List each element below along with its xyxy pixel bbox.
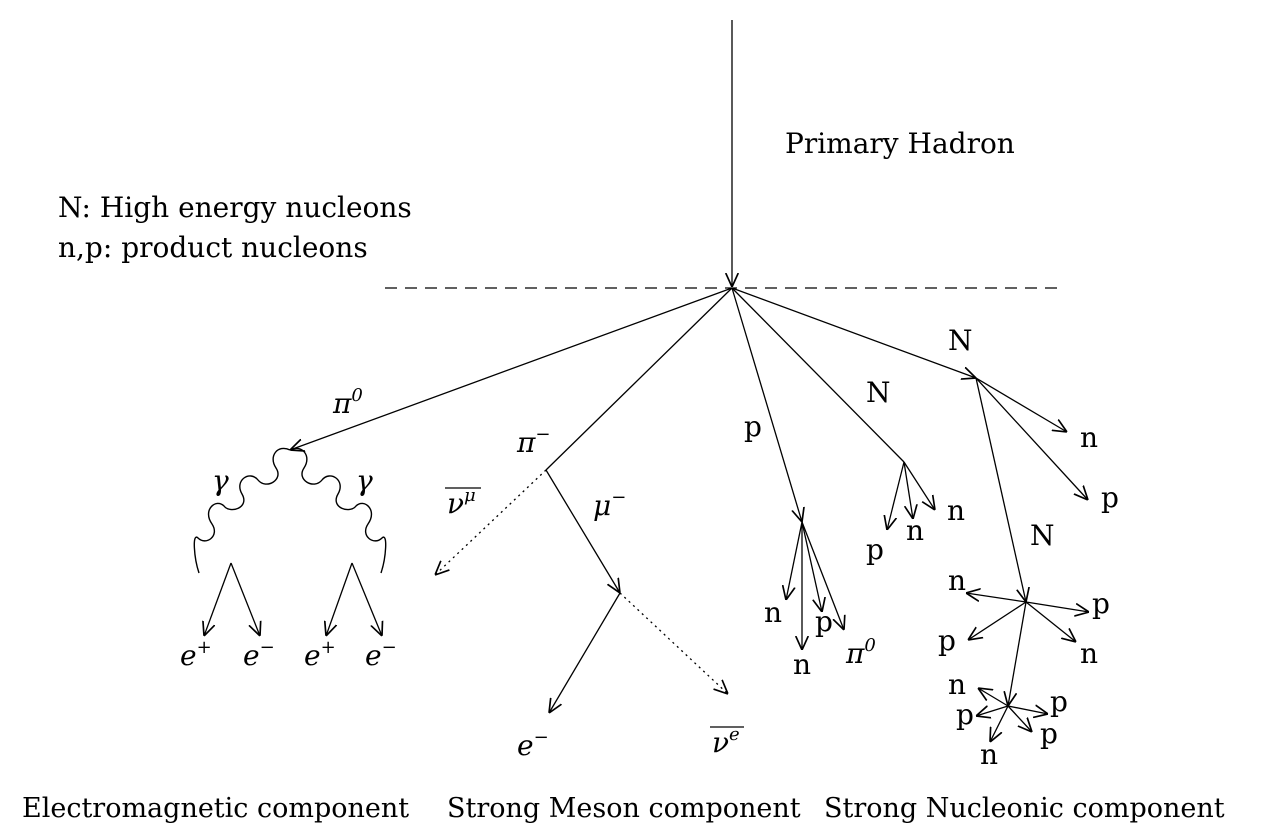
- n-label-p-interaction: n: [764, 596, 782, 629]
- positron-label-1: e+: [180, 637, 212, 672]
- n-label-cascade-3b: n: [980, 738, 998, 771]
- meson-electron-label: e−: [517, 727, 549, 762]
- positron-label-2: e+: [304, 637, 336, 672]
- caption-strong-meson: Strong Meson component: [447, 793, 801, 824]
- electron-label-2: e−: [365, 637, 397, 672]
- mu-minus-label: μ−: [593, 487, 626, 522]
- pi0-label-p-interaction: π0: [845, 635, 876, 670]
- nucleon-interaction-1: [887, 461, 935, 530]
- p-label-cascade-3a: p: [956, 698, 974, 731]
- p-label-cascade-top: p: [1101, 481, 1119, 514]
- meson-decay-tracks: [435, 469, 728, 713]
- n-label-n1-a: n: [906, 514, 924, 547]
- p-label-cascade-2a: p: [1092, 587, 1110, 620]
- p-label-cascade-2b: p: [938, 624, 956, 657]
- caption-electromagnetic: Electromagnetic component: [22, 793, 409, 824]
- proton-interaction-products: [786, 521, 844, 650]
- N-label-middle: N: [866, 376, 891, 409]
- gamma-label-left: γ: [212, 464, 229, 497]
- n-label-n1-b: n: [947, 494, 965, 527]
- caption-strong-nucleonic: Strong Nucleonic component: [824, 793, 1225, 824]
- em-pair-production: [204, 562, 382, 636]
- legend-line-1: N: High energy nucleons: [58, 191, 412, 224]
- N-label-right: N: [948, 324, 973, 357]
- n-label-cascade-top: n: [1080, 421, 1098, 454]
- legend-line-2: n,p: product nucleons: [58, 231, 368, 264]
- n-label-cascade-3a: n: [948, 668, 966, 701]
- pi0-label: π0: [332, 385, 363, 420]
- gamma-label-right: γ: [356, 464, 373, 497]
- p-label-primary: p: [744, 410, 762, 443]
- n-label-cascade-2b: n: [1080, 637, 1098, 670]
- N-label-cascade: N: [1030, 519, 1055, 552]
- p-label-n1: p: [866, 533, 884, 566]
- pi-minus-label: π−: [516, 424, 551, 459]
- photon-tracks: [193, 447, 387, 574]
- electron-antineutrino-label: νe: [712, 724, 740, 759]
- n-label-cascade-2a: n: [948, 564, 966, 597]
- nucleonic-cascade: [966, 377, 1089, 742]
- primary-hadron-label: Primary Hadron: [785, 127, 1015, 160]
- muon-antineutrino-label: νμ: [447, 485, 476, 520]
- p-label-cascade-3b: p: [1050, 685, 1068, 718]
- primary-branches: [290, 287, 976, 522]
- electron-label-1: e−: [243, 637, 275, 672]
- p-label-cascade-3c: p: [1040, 717, 1058, 750]
- n-label-p-interaction-bottom: n: [793, 648, 811, 681]
- p-label-p-interaction: p: [815, 605, 833, 638]
